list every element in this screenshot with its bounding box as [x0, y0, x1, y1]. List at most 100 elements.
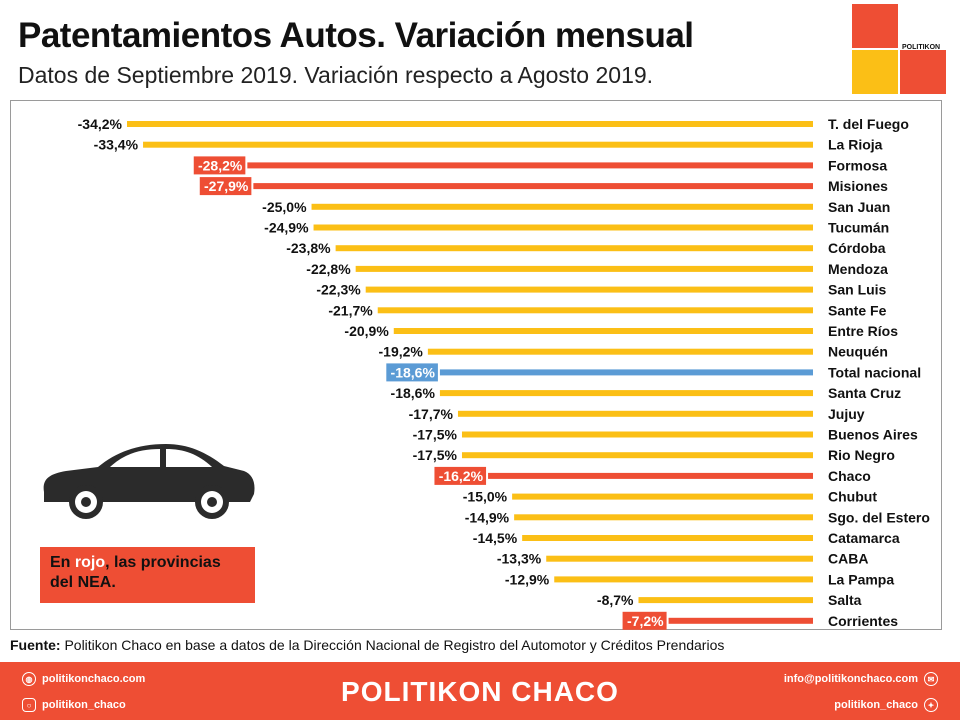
value-label-6: -23,8% — [286, 240, 331, 256]
bar-5 — [313, 224, 813, 231]
category-label-22: La Pampa — [828, 571, 894, 587]
bar-21 — [546, 555, 813, 562]
bar-17 — [488, 472, 813, 479]
globe-icon: ◍ — [22, 672, 36, 686]
value-label-16: -17,5% — [413, 447, 458, 463]
value-label-2: -28,2% — [198, 157, 243, 173]
bar-18 — [512, 493, 813, 500]
bar-22 — [554, 576, 813, 583]
value-label-8: -22,3% — [316, 282, 361, 298]
value-label-3: -27,9% — [204, 178, 249, 194]
instagram-icon: ○ — [22, 698, 36, 712]
category-label-19: Sgo. del Estero — [828, 509, 930, 525]
category-label-6: Córdoba — [828, 240, 886, 256]
bar-15 — [461, 431, 813, 438]
value-label-11: -19,2% — [379, 344, 424, 360]
category-label-7: Mendoza — [828, 261, 888, 277]
bar-16 — [461, 452, 813, 459]
value-label-4: -25,0% — [262, 199, 307, 215]
value-label-10: -20,9% — [344, 323, 389, 339]
car-icon — [43, 444, 255, 519]
category-label-12: Total nacional — [828, 364, 921, 380]
footer-email[interactable]: info@politikonchaco.com ✉ — [784, 672, 938, 686]
value-label-bg-3 — [199, 177, 252, 196]
bar-4 — [311, 203, 813, 210]
bar-11 — [427, 348, 813, 355]
value-label-1: -33,4% — [94, 137, 139, 153]
footer-website[interactable]: ◍ politikonchaco.com — [22, 672, 145, 686]
politikon-logo: POLITIKON — [852, 4, 948, 96]
value-label-19: -14,9% — [465, 509, 510, 525]
footer-brand: POLITIKON CHACO — [341, 676, 619, 707]
value-label-bg-17 — [434, 466, 487, 485]
category-label-1: La Rioja — [828, 137, 883, 153]
category-label-13: Santa Cruz — [828, 385, 901, 401]
category-label-14: Jujuy — [828, 406, 865, 422]
bar-19 — [514, 514, 813, 521]
bar-23 — [638, 597, 813, 604]
category-label-11: Neuquén — [828, 344, 888, 360]
value-label-5: -24,9% — [264, 220, 309, 236]
bar-6 — [335, 245, 813, 252]
value-label-22: -12,9% — [505, 571, 550, 587]
category-label-24: Corrientes — [828, 613, 898, 629]
mail-icon: ✉ — [924, 672, 938, 686]
logo-text: POLITIKON — [902, 44, 941, 51]
category-label-3: Misiones — [828, 178, 888, 194]
footer-email-text: info@politikonchaco.com — [783, 673, 918, 685]
category-label-18: Chubut — [828, 489, 877, 505]
category-label-0: T. del Fuego — [828, 116, 909, 132]
bar-9 — [377, 307, 813, 314]
chart-title: Patentamientos Autos. Variación mensual — [18, 16, 694, 55]
value-label-15: -17,5% — [413, 427, 458, 443]
category-label-2: Formosa — [828, 157, 887, 173]
bar-7 — [355, 265, 813, 272]
value-label-18: -15,0% — [463, 489, 508, 505]
bar-10 — [393, 328, 813, 334]
twitter-icon: ✦ — [924, 698, 938, 712]
bar-8 — [365, 286, 813, 293]
value-label-9: -21,7% — [328, 302, 373, 318]
note-text-2: , las provincias del NEA. — [50, 554, 221, 591]
chart-frame — [10, 100, 942, 630]
value-label-bg-2 — [193, 156, 246, 175]
value-label-0: -34,2% — [78, 116, 123, 132]
value-label-bg-24 — [622, 611, 667, 630]
value-label-12: -18,6% — [391, 364, 436, 380]
bar-2 — [247, 162, 813, 169]
bar-0 — [127, 121, 813, 127]
bar-14 — [457, 410, 813, 417]
source-note: Fuente: Politikon Chaco en base a datos … — [10, 637, 724, 653]
category-label-10: Entre Ríos — [828, 323, 898, 339]
bar-3 — [253, 183, 814, 190]
footer-twitter[interactable]: politikon_chaco ✦ — [834, 698, 938, 712]
bar-1 — [143, 141, 814, 148]
chart-subtitle: Datos de Septiembre 2019. Variación resp… — [18, 62, 654, 88]
category-label-20: Catamarca — [828, 530, 900, 546]
footer-twitter-text: politikon_chaco — [834, 699, 918, 711]
value-label-14: -17,7% — [409, 406, 454, 422]
category-label-17: Chaco — [828, 468, 871, 484]
value-label-24: -7,2% — [627, 613, 664, 629]
source-text: Politikon Chaco en base a datos de la Di… — [60, 637, 725, 653]
note-highlight: rojo — [74, 554, 106, 571]
category-label-23: Salta — [828, 592, 862, 608]
category-label-8: San Luis — [828, 282, 887, 298]
bar-24 — [668, 617, 813, 624]
category-label-16: Rio Negro — [828, 447, 895, 463]
bar-12 — [439, 369, 813, 376]
value-label-17: -16,2% — [439, 468, 484, 484]
footer-instagram[interactable]: ○ politikon_chaco — [22, 698, 126, 712]
bar-20 — [522, 535, 813, 541]
footer-website-text: politikonchaco.com — [42, 673, 146, 685]
value-label-bg-12 — [386, 363, 438, 382]
source-label: Fuente: — [10, 637, 61, 653]
footer-instagram-text: politikon_chaco — [42, 699, 126, 711]
value-label-20: -14,5% — [473, 530, 518, 546]
bar-13 — [439, 390, 813, 397]
note-text-1: En — [50, 554, 75, 571]
nea-note: En rojo, las provincias del NEA. — [40, 547, 255, 603]
category-label-9: Sante Fe — [828, 302, 887, 318]
footer-bar: ◍ politikonchaco.com ○ politikon_chaco P… — [0, 662, 960, 720]
